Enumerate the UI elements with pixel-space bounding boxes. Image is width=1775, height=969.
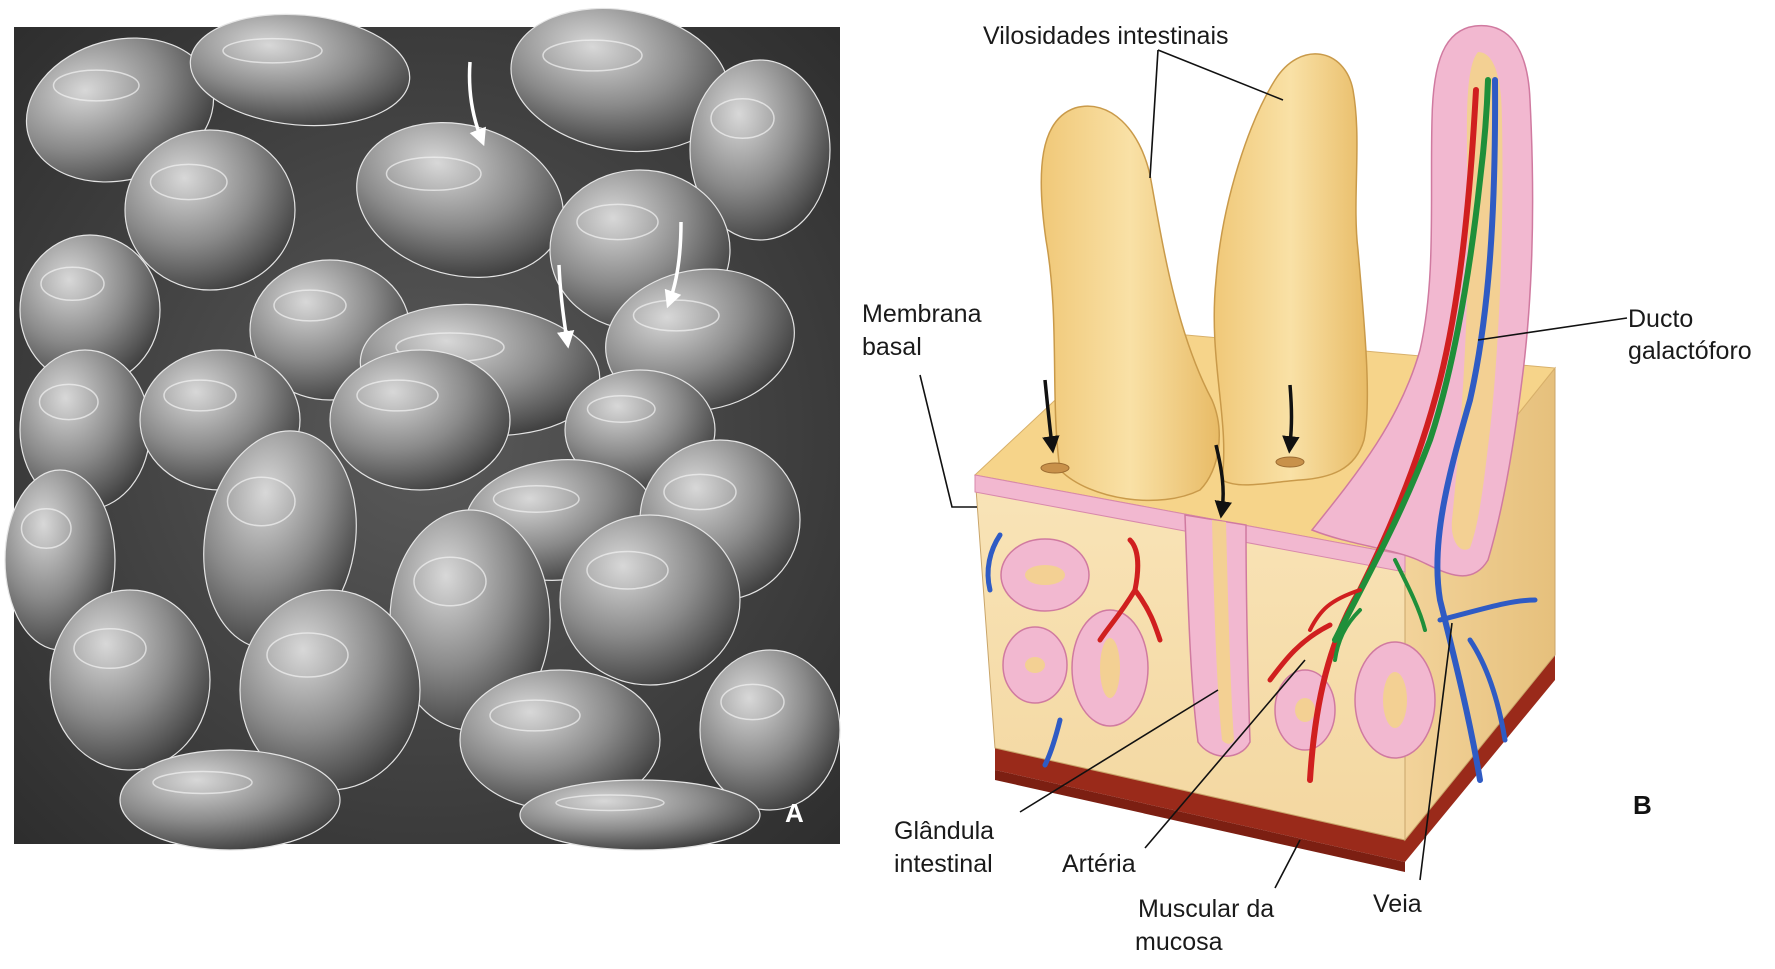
sem-villus-highlight	[38, 383, 99, 421]
leader-gland	[1019, 689, 1219, 813]
sem-villus-highlight	[222, 37, 323, 64]
sem-villus	[559, 514, 741, 686]
sem-villus-highlight	[149, 163, 228, 201]
sem-arrow-2	[556, 264, 575, 349]
label-gland-2: intestinal	[894, 850, 993, 878]
label-vein: Veia	[1373, 890, 1422, 918]
sem-villus-highlight	[163, 379, 237, 412]
label-lacteal-2: galactóforo	[1628, 337, 1752, 365]
crypt-openings	[1040, 456, 1305, 474]
label-muscularis-2: mucosa	[1135, 928, 1223, 956]
sem-villus-highlight	[20, 507, 72, 550]
crypt-arrows	[1042, 379, 1300, 519]
sem-villus	[49, 589, 211, 771]
leader-lacteal	[1477, 317, 1628, 341]
sem-villus-highlight	[52, 69, 140, 102]
sem-villus	[699, 649, 841, 811]
sem-villus-highlight	[152, 770, 253, 795]
leader-lines	[919, 49, 1628, 889]
leader-vein	[1419, 622, 1453, 881]
sem-villus-highlight	[273, 289, 347, 322]
panel-a-letter: A	[785, 798, 804, 828]
sem-villus	[124, 129, 296, 291]
sem-villus-highlight	[266, 632, 349, 678]
leader-muscularis	[1274, 839, 1301, 889]
leader-villi-1	[1149, 49, 1159, 179]
label-artery: Artéria	[1062, 850, 1136, 878]
sem-villus-highlight	[720, 683, 785, 721]
sem-villus-highlight	[555, 794, 665, 812]
vein-vessel	[1434, 77, 1499, 783]
label-lacteal-1: Ducto	[1628, 305, 1693, 333]
sem-villus	[189, 13, 411, 127]
sem-villus	[519, 779, 761, 851]
label-basement-membrane-1: Membrana	[862, 300, 982, 328]
villus-left	[1040, 105, 1220, 502]
sem-villus-highlight	[586, 395, 656, 423]
sem-villus-highlight	[40, 266, 105, 301]
panel-a-micrograph: A	[4, 7, 841, 851]
lacteal-vessel	[1332, 77, 1491, 643]
sem-villus-highlight	[542, 39, 643, 72]
sem-villus-highlight	[586, 550, 669, 590]
villus-middle	[1213, 53, 1369, 486]
sem-villus-highlight	[663, 473, 737, 511]
sem-villus-highlight	[73, 627, 147, 670]
label-muscularis-1: Muscular da	[1138, 895, 1274, 923]
vessel-branches	[985, 532, 1538, 768]
sem-villi	[4, 7, 841, 851]
sem-arrow-3	[664, 221, 683, 309]
leader-basement-membrane	[919, 374, 977, 508]
sem-villus-highlight	[492, 485, 580, 513]
label-gland-1: Glândula	[894, 817, 994, 845]
sem-villus-highlight	[576, 203, 659, 241]
sem-villus-highlight	[385, 156, 482, 191]
sem-arrow-1	[467, 61, 486, 147]
sem-villus-highlight	[226, 476, 296, 527]
sem-arrows	[467, 61, 683, 349]
muscularis-layer	[995, 655, 1555, 862]
panel-b-letter: B	[1633, 790, 1652, 820]
leader-artery	[1144, 659, 1306, 849]
leader-villi-2	[1157, 49, 1284, 101]
sem-villus-highlight	[489, 699, 581, 732]
sem-villus-highlight	[413, 556, 487, 607]
panel-b-illustration: Vilosidades intestinais Membrana basal D…	[862, 22, 1752, 956]
sem-villus-highlight	[356, 379, 439, 412]
sem-villus	[119, 749, 341, 851]
sem-villus	[689, 59, 831, 241]
sem-villus	[329, 349, 511, 491]
artery-vessel	[1307, 87, 1479, 783]
sem-villus-highlight	[710, 97, 775, 140]
label-villi: Vilosidades intestinais	[983, 22, 1229, 50]
label-basement-membrane-2: basal	[862, 333, 922, 361]
